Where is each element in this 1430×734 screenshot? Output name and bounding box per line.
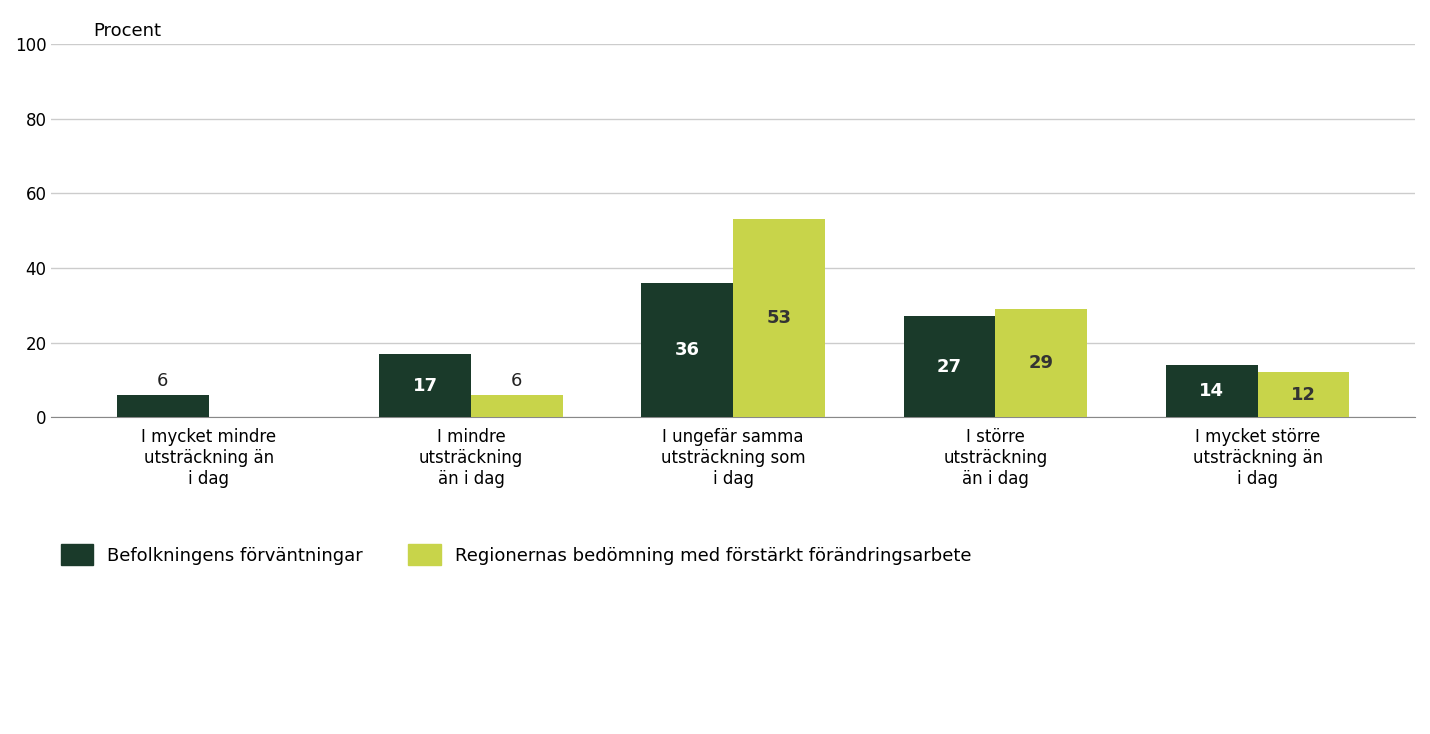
Text: 36: 36 — [675, 341, 699, 359]
Text: 6: 6 — [157, 372, 169, 390]
Legend: Befolkningens förväntningar, Regionernas bedömning med förstärkt förändringsarbe: Befolkningens förväntningar, Regionernas… — [60, 544, 972, 565]
Bar — [117, 395, 209, 417]
Text: 53: 53 — [766, 309, 792, 327]
Bar — [642, 283, 734, 417]
Text: 12: 12 — [1291, 386, 1316, 404]
Bar — [1165, 365, 1257, 417]
Text: 29: 29 — [1028, 354, 1054, 372]
Text: 14: 14 — [1200, 382, 1224, 400]
Bar — [1257, 372, 1350, 417]
Text: 17: 17 — [413, 377, 438, 395]
Text: Procent: Procent — [93, 22, 162, 40]
Text: 27: 27 — [937, 358, 962, 376]
Bar — [904, 316, 995, 417]
Bar — [734, 219, 825, 417]
Text: 6: 6 — [512, 372, 522, 390]
Bar — [379, 354, 470, 417]
Bar — [470, 395, 563, 417]
Bar — [995, 309, 1087, 417]
